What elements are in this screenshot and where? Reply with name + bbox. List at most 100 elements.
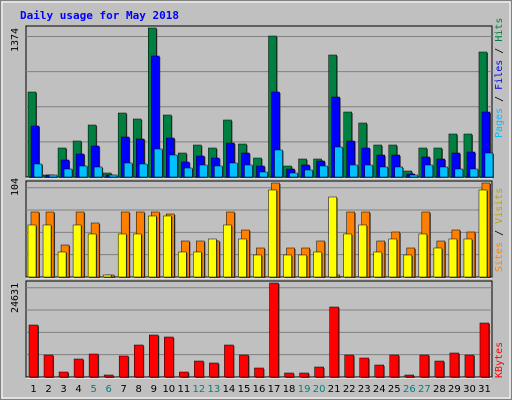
kbytes-bar	[73, 358, 84, 378]
sites-bar	[132, 233, 142, 278]
day-label: 9	[151, 384, 157, 395]
sites-bar	[72, 224, 82, 278]
kbytes-bar	[103, 374, 114, 378]
kbytes-bar	[194, 360, 204, 378]
pages-bar	[108, 174, 118, 178]
kbytes-bar	[449, 352, 460, 378]
pages-bar	[304, 169, 313, 178]
kbytes-bar	[434, 360, 445, 378]
day-label: 22	[343, 384, 356, 395]
pages-bar	[154, 148, 163, 178]
sites-bar	[87, 233, 97, 278]
day-label: 14	[223, 384, 236, 395]
sites-bar	[298, 254, 307, 278]
day-label: 24	[373, 384, 386, 395]
pages-bar	[334, 146, 343, 178]
day-label: 11	[177, 384, 190, 395]
kbytes-ymax-label: 24631	[10, 283, 21, 313]
sites-bar	[283, 254, 292, 278]
pages-bar	[349, 164, 358, 178]
sites-bar	[403, 254, 413, 278]
sites-bar	[478, 189, 488, 278]
day-label: 17	[268, 384, 281, 395]
day-label: 2	[45, 384, 51, 395]
sites-bar	[238, 238, 247, 278]
day-label: 8	[136, 384, 142, 395]
legend-separator: /	[494, 90, 505, 108]
day-label: 31	[478, 384, 491, 395]
day-label: 29	[448, 384, 461, 395]
pages-bar	[319, 165, 328, 178]
sites-bar	[223, 224, 232, 278]
visits-legend: Sites / Visits	[494, 188, 505, 272]
kbytes-bar	[464, 354, 475, 378]
sites-bar	[388, 238, 398, 278]
kbytes-bar	[28, 324, 39, 378]
legend-separator: /	[494, 224, 505, 242]
kbytes-bar	[43, 354, 54, 378]
pages-bar	[78, 165, 88, 178]
day-label: 27	[418, 384, 431, 395]
legend-pages: Pages	[494, 108, 505, 138]
visits-ymax-label: 104	[10, 178, 21, 196]
pages-bar	[184, 167, 193, 178]
day-label: 30	[463, 384, 476, 395]
day-labels: 1 2 3 4 5 6 7 8 9 10 11 12 13 14 15 16 17 18 19 20 21 22 23 24 2…	[30, 384, 491, 395]
day-label: 4	[75, 384, 81, 395]
hits-plot-area	[25, 25, 493, 178]
sites-bar	[448, 238, 458, 278]
sites-bar	[193, 251, 202, 278]
pages-bar	[214, 165, 223, 178]
pages-bar	[439, 166, 449, 178]
sites-bar	[418, 233, 428, 278]
kbytes-bar	[254, 367, 264, 378]
pages-bar	[199, 164, 208, 178]
kbytes-bar	[389, 354, 400, 378]
day-label: 7	[121, 384, 127, 395]
sites-bar	[57, 251, 67, 278]
sites-bar	[358, 224, 367, 278]
pages-bar	[289, 172, 298, 178]
day-label: 18	[283, 384, 296, 395]
kbytes-bar	[209, 362, 219, 378]
pages-bar	[229, 162, 238, 178]
kbytes-bar	[359, 357, 369, 378]
pages-bar	[379, 166, 388, 178]
legend-kbytes: KBytes	[494, 342, 505, 378]
day-label: 23	[358, 384, 371, 395]
legend-files: Files	[494, 60, 505, 90]
kbytes-bar	[404, 374, 415, 378]
sites-bar	[463, 238, 473, 278]
pages-bar	[274, 149, 283, 178]
kbytes-legend: KBytes	[494, 342, 505, 378]
kbytes-bar	[344, 354, 354, 378]
sites-bar	[433, 247, 443, 278]
kbytes-bar	[284, 372, 294, 378]
sites-bar	[117, 233, 127, 278]
day-label: 5	[90, 384, 96, 395]
kbytes-bar	[329, 306, 339, 378]
day-label: 16	[253, 384, 266, 395]
sites-bar	[268, 189, 277, 278]
day-label: 6	[105, 384, 111, 395]
sites-bar	[27, 224, 37, 278]
pages-bar	[33, 163, 43, 178]
kbytes-bar	[479, 322, 490, 378]
pages-bar	[394, 166, 404, 178]
pages-bar	[63, 168, 73, 178]
day-label: 26	[403, 384, 416, 395]
pages-bar	[244, 164, 253, 178]
pages-bar	[93, 166, 103, 178]
legend-visits: Visits	[494, 188, 505, 224]
legend-separator: /	[494, 42, 505, 60]
pages-bar	[484, 152, 494, 178]
sites-bar	[163, 215, 172, 278]
kbytes-bar	[419, 354, 430, 378]
hits-legend: Pages / Files / Hits	[494, 18, 505, 138]
kbytes-bar	[224, 344, 234, 378]
pages-bar	[259, 171, 268, 178]
sites-bar	[148, 215, 157, 278]
day-label: 25	[388, 384, 401, 395]
